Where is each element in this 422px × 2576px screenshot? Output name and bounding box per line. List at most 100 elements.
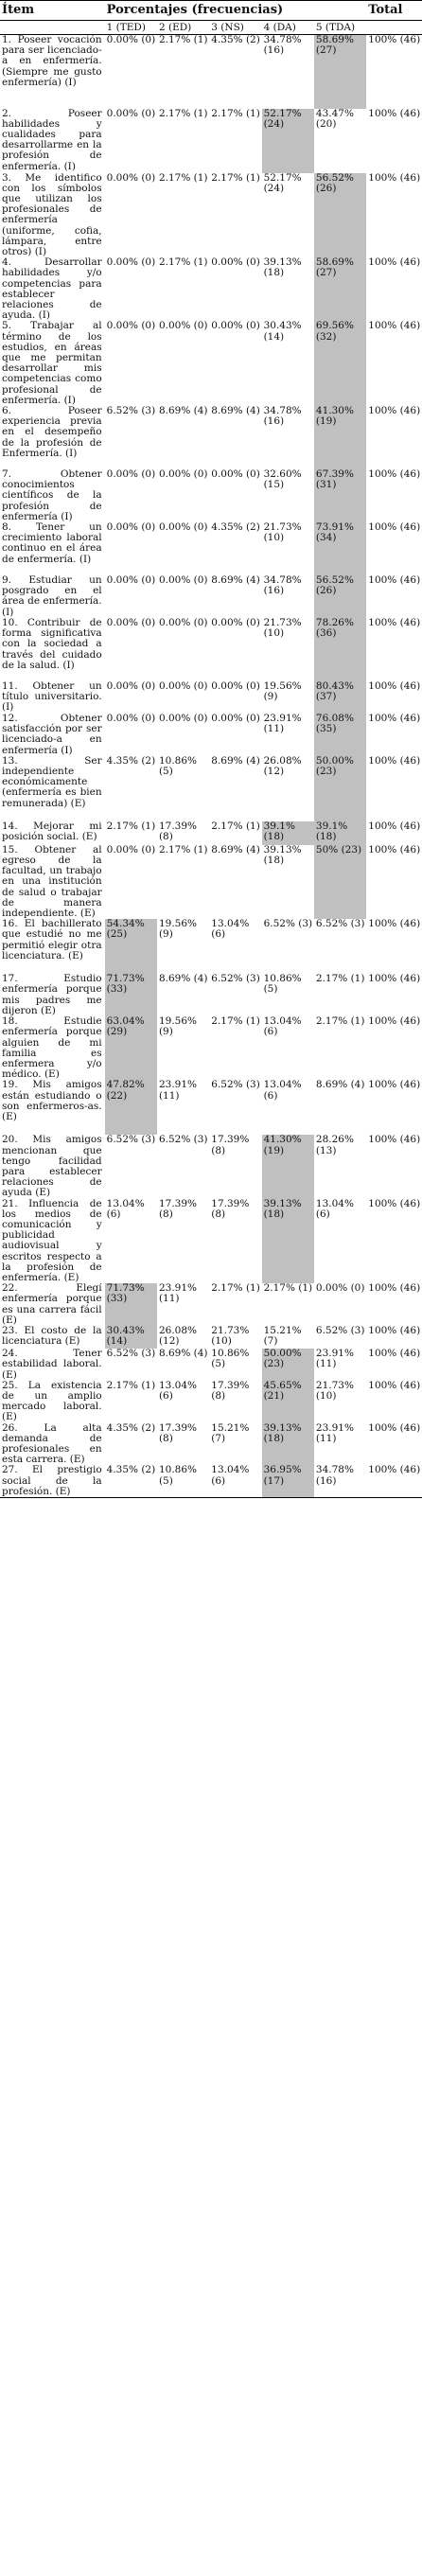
value-cell: 2.17% (1) — [211, 820, 260, 832]
value-cell: 4.35% (2) — [211, 34, 260, 45]
value-cell: 13.04% (6) — [158, 1380, 197, 1402]
total-cell: 100% (46) — [368, 468, 421, 480]
value-cell: 2.17% (1) — [211, 172, 260, 184]
value-cell: 13.04% (6) — [106, 1198, 145, 1220]
table-row: 4. Desarrollar habilidades y/o competenc… — [0, 257, 422, 322]
total-cell: 100% (46) — [368, 1135, 421, 1146]
table-row: 23. El costo de la licenciatura (E) 30.43… — [0, 1326, 422, 1350]
item-cell: 7. Obtener conocimientos científicos de … — [2, 468, 102, 522]
value-cell: 4.35% (2) — [211, 521, 260, 533]
item-cell: 27. El prestigio social de la profesión.… — [0, 1465, 105, 1498]
total-cell: 100% (46) — [368, 1080, 421, 1091]
table-row: 27. El prestigio social de la profesión.… — [0, 1465, 422, 1498]
item-cell: 16. El bachillerato que estudié no me pe… — [2, 919, 102, 962]
table-row: 8. Tener un crecimiento laboral continuo… — [0, 521, 422, 575]
value-cell: 8.69% (4) — [211, 405, 260, 416]
value-cell: 6.52% (3) — [211, 974, 260, 985]
value-cell: 17.39% (8) — [158, 1198, 197, 1220]
scale-header-cell: 3 (NS) — [209, 20, 262, 35]
value-cell: 0.00% (0) — [106, 172, 156, 184]
table-row: 13. Ser independiente económicamente (en… — [0, 755, 422, 821]
item-cell: 2. Poseer habilidades y cualidades para … — [2, 108, 102, 172]
value-cell: 0.00% (0) — [211, 468, 260, 480]
item-cell: 10. Contribuir de forma significativa co… — [2, 617, 102, 671]
value-cell: 0.00% (0) — [106, 521, 156, 533]
item-cell: 8. Tener un crecimiento laboral continuo… — [2, 521, 102, 565]
table-row: 5. Trabajar al término de los estudios, … — [0, 321, 422, 406]
value-cell: 52.17% (24) — [261, 108, 314, 173]
item-cell: 23. El costo de la licenciatura (E) — [2, 1326, 102, 1348]
item-cell: 3. Me identifico con los símbolos que ut… — [2, 172, 102, 257]
value-cell: 13.04% (6) — [263, 1080, 302, 1102]
scale-header-blank — [366, 20, 422, 35]
table-row: 6. Poseer experiencia previa en el desem… — [0, 405, 422, 469]
value-cell: 19.56% (9) — [158, 919, 197, 941]
value-cell: 80.43% (37) — [313, 680, 367, 714]
value-cell: 0.00% (0) — [158, 680, 208, 692]
table-row: 14. Mejorar mi posición social. (E) 2.17%… — [0, 820, 422, 845]
total-cell: 100% (46) — [368, 1283, 421, 1295]
table-row: 1. Poseer vocación para ser licenciado-a… — [0, 34, 422, 109]
scale-header-cell: 2 (ED) — [156, 20, 210, 35]
header-row: Ítem Porcentajes (frecuencias) Total — [0, 0, 422, 21]
total-cell: 100% (46) — [368, 1326, 421, 1337]
total-cell: 100% (46) — [368, 521, 421, 533]
value-cell: 0.00% (0) — [158, 321, 208, 332]
scale-header-cell: 1 (TED) — [104, 20, 157, 35]
value-cell: 2.17% (1) — [158, 257, 208, 269]
value-cell: 34.78% (16) — [263, 574, 302, 597]
value-cell: 8.69% (4) — [158, 974, 208, 985]
value-cell: 41.30% (19) — [313, 405, 367, 469]
value-cell: 15.21% (7) — [211, 1422, 250, 1444]
item-cell: 26. La alta demanda de profesionales en … — [2, 1422, 102, 1466]
total-cell: 100% (46) — [368, 574, 421, 586]
value-cell: 10.86% (5) — [156, 1465, 210, 1498]
value-cell: 23.91% (11) — [315, 1422, 354, 1444]
value-cell: 0.00% (0) — [158, 521, 208, 533]
value-cell: 15.21% (7) — [263, 1326, 302, 1348]
total-cell: 100% (46) — [368, 108, 421, 119]
item-cell: 24. Tener estabilidad laboral. (E) — [2, 1349, 102, 1381]
value-cell: 10.86% (5) — [158, 755, 197, 777]
value-cell: 0.00% (0) — [211, 321, 260, 332]
value-cell: 8.69% (4) — [158, 405, 208, 416]
item-cell: 11. Obtener un título universitario. (I) — [2, 680, 102, 714]
table-row: 26. La alta demanda de profesionales en … — [0, 1422, 422, 1466]
value-cell: 41.30% (19) — [261, 1135, 314, 1199]
value-cell: 6.52% (3) — [106, 1349, 156, 1360]
value-cell: 4.35% (2) — [104, 1465, 157, 1498]
value-cell: 32.60% (15) — [263, 468, 302, 491]
value-cell: 26.08% (12) — [263, 755, 302, 777]
value-cell: 50.00% (23) — [261, 1349, 314, 1381]
value-cell: 0.00% (0) — [106, 680, 156, 692]
value-cell: 39.13% (18) — [261, 1198, 314, 1284]
value-cell: 17.39% (8) — [158, 820, 197, 842]
value-cell: 19.56% (9) — [263, 680, 302, 703]
scale-header-blank — [0, 20, 105, 35]
total-header: Total — [366, 0, 422, 21]
value-cell: 43.47% (20) — [315, 108, 354, 130]
item-cell: 21. Influencia de los medios de comunica… — [2, 1198, 102, 1284]
value-cell: 23.91% (11) — [158, 1283, 197, 1305]
total-cell: 100% (46) — [368, 257, 421, 269]
value-cell: 73.91% (34) — [313, 521, 367, 575]
value-cell: 0.00% (0) — [158, 617, 208, 628]
table-row: 3. Me identifico con los símbolos que ut… — [0, 172, 422, 258]
table-row: 10. Contribuir de forma significativa co… — [0, 617, 422, 681]
item-cell: 17. Estudio enfermería porque mis padres… — [2, 974, 102, 1016]
table-row: 7. Obtener conocimientos científicos de … — [0, 468, 422, 522]
table-row: 22. Elegí enfermería porque es una carre… — [0, 1283, 422, 1327]
value-cell: 8.69% (4) — [315, 1080, 365, 1091]
value-cell: 30.43% (14) — [104, 1326, 157, 1350]
value-cell: 0.00% (0) — [211, 257, 260, 269]
value-cell: 2.17% (1) — [211, 108, 260, 119]
value-cell: 0.00% (0) — [106, 468, 156, 480]
results-table: Ítem Porcentajes (frecuencias) Total 1 (… — [0, 0, 422, 1498]
total-cell: 100% (46) — [368, 919, 421, 930]
value-cell: 0.00% (0) — [106, 844, 156, 856]
value-cell: 2.17% (1) — [158, 108, 208, 119]
table-body: 1. Poseer vocación para ser licenciado-a… — [0, 34, 422, 1498]
value-cell: 10.86% (5) — [263, 974, 302, 996]
value-cell: 8.69% (4) — [158, 1349, 208, 1360]
